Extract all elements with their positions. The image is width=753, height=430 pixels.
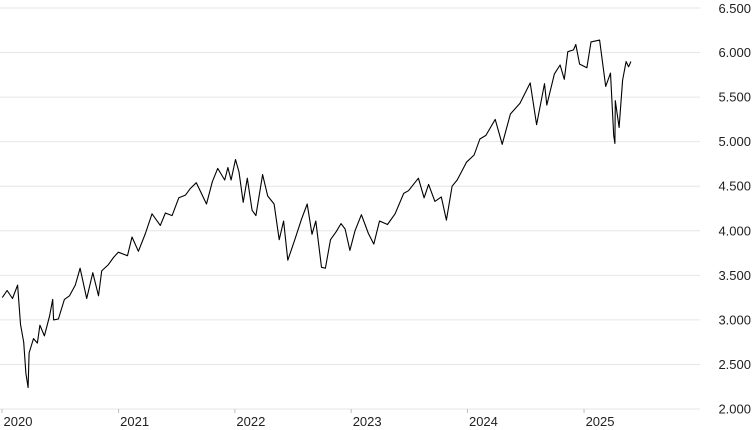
y-tick-label: 3.500	[718, 268, 751, 283]
x-tick-label: 2022	[236, 414, 265, 429]
x-tick-label: 2021	[120, 414, 149, 429]
y-tick-label: 6.500	[718, 1, 751, 16]
y-tick-label: 4.000	[718, 223, 751, 238]
y-tick-label: 2.500	[718, 357, 751, 372]
x-axis-labels: 2020 2021 2022 2023 2024 2025	[4, 414, 615, 429]
y-tick-label: 5.500	[718, 90, 751, 105]
line-layer	[1, 39, 632, 389]
y-tick-label: 5.000	[718, 134, 751, 149]
y-tick-label: 3.000	[718, 312, 751, 327]
x-tick-label: 2025	[586, 414, 615, 429]
y-tick-label: 6.000	[718, 45, 751, 60]
y-axis-labels: 2.000 2.500 3.000 3.500 4.000 4.500 5.000 5.500…	[718, 1, 751, 417]
grid-layer	[0, 7, 700, 413]
x-tick-label: 2020	[4, 414, 33, 429]
x-tick-label: 2024	[469, 414, 498, 429]
y-tick-label: 4.500	[718, 179, 751, 194]
series-line-0	[1, 39, 632, 389]
x-tick-label: 2023	[353, 414, 382, 429]
y-tick-label: 2.000	[718, 402, 751, 417]
